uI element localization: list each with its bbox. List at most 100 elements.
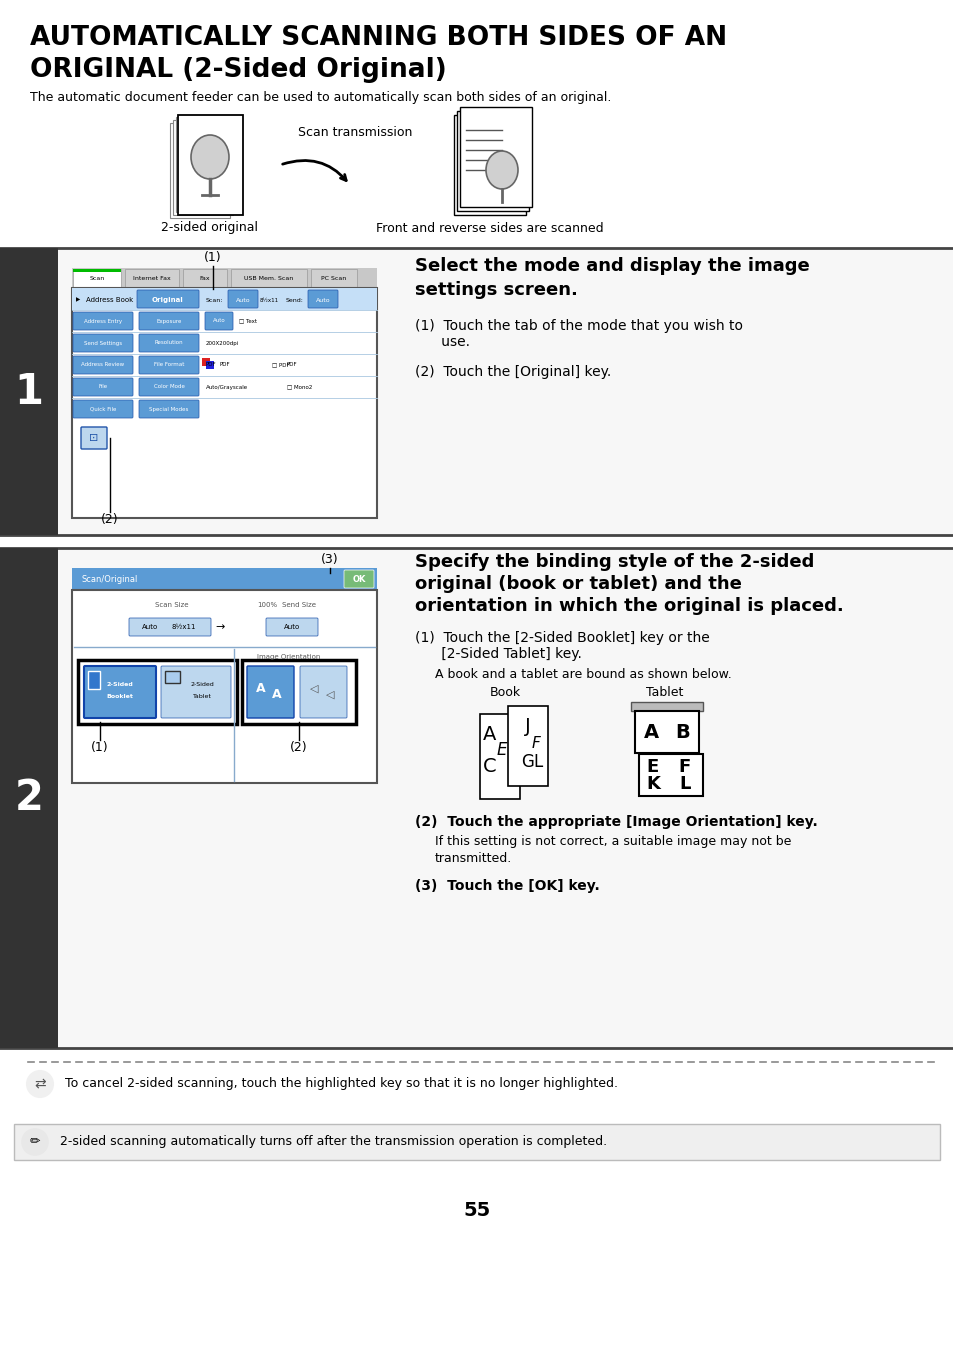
Text: Booklet: Booklet: [107, 693, 133, 698]
Text: PDF: PDF: [287, 362, 297, 367]
FancyBboxPatch shape: [0, 249, 58, 535]
Text: transmitted.: transmitted.: [435, 851, 512, 865]
FancyBboxPatch shape: [344, 570, 374, 588]
FancyBboxPatch shape: [73, 269, 121, 286]
Text: 1: 1: [14, 370, 44, 412]
Text: Internet Fax: Internet Fax: [133, 277, 171, 281]
Text: 2-sided original: 2-sided original: [161, 222, 258, 235]
Text: G: G: [521, 753, 534, 771]
Text: orientation in which the original is placed.: orientation in which the original is pla…: [415, 597, 842, 615]
Text: If this setting is not correct, a suitable image may not be: If this setting is not correct, a suitab…: [435, 835, 791, 848]
FancyBboxPatch shape: [71, 590, 376, 784]
FancyBboxPatch shape: [170, 123, 230, 218]
Text: OK: OK: [352, 576, 365, 585]
FancyBboxPatch shape: [71, 288, 376, 309]
Text: To cancel 2-sided scanning, touch the highlighted key so that it is no longer hi: To cancel 2-sided scanning, touch the hi…: [65, 1078, 618, 1090]
Text: Address Entry: Address Entry: [84, 319, 122, 323]
Text: Scan/Original: Scan/Original: [82, 576, 138, 585]
Text: ✏: ✏: [30, 1135, 40, 1148]
Text: A book and a tablet are bound as shown below.: A book and a tablet are bound as shown b…: [435, 667, 731, 681]
FancyBboxPatch shape: [178, 115, 243, 215]
Text: A: A: [256, 682, 266, 696]
Text: Resolution: Resolution: [154, 340, 183, 346]
Text: Original: Original: [152, 297, 184, 303]
Text: Scan:: Scan:: [206, 297, 223, 303]
Text: 8½x11: 8½x11: [172, 624, 196, 630]
FancyBboxPatch shape: [71, 267, 376, 288]
Text: PDF: PDF: [220, 362, 231, 367]
Text: □ PDF: □ PDF: [272, 362, 290, 367]
Text: ▶: ▶: [76, 297, 80, 303]
FancyBboxPatch shape: [73, 378, 132, 396]
Text: Scan Size: Scan Size: [155, 603, 189, 608]
Text: L: L: [533, 753, 542, 771]
Text: (1): (1): [91, 742, 109, 754]
Text: Tablet: Tablet: [193, 693, 212, 698]
FancyBboxPatch shape: [139, 378, 199, 396]
Text: Auto: Auto: [142, 624, 158, 630]
Text: Scan transmission: Scan transmission: [297, 127, 412, 139]
FancyBboxPatch shape: [0, 249, 953, 535]
Text: F: F: [679, 758, 690, 775]
FancyBboxPatch shape: [139, 312, 199, 330]
Text: File Format: File Format: [153, 362, 184, 367]
Text: File: File: [98, 385, 108, 389]
Text: Special Modes: Special Modes: [150, 407, 189, 412]
FancyBboxPatch shape: [73, 400, 132, 417]
FancyBboxPatch shape: [73, 334, 132, 353]
FancyBboxPatch shape: [507, 707, 547, 786]
Text: Auto/Grayscale: Auto/Grayscale: [206, 385, 248, 389]
FancyBboxPatch shape: [129, 617, 211, 636]
Text: J: J: [524, 716, 530, 735]
FancyBboxPatch shape: [308, 290, 337, 308]
Text: ◁: ◁: [325, 690, 334, 700]
Circle shape: [27, 1071, 53, 1097]
Text: C: C: [482, 757, 497, 775]
FancyBboxPatch shape: [172, 120, 233, 215]
Text: PC Scan: PC Scan: [321, 277, 346, 281]
Text: AUTOMATICALLY SCANNING BOTH SIDES OF AN: AUTOMATICALLY SCANNING BOTH SIDES OF AN: [30, 26, 726, 51]
Text: 200X200dpi: 200X200dpi: [206, 340, 239, 346]
FancyBboxPatch shape: [206, 361, 213, 369]
Text: F: F: [531, 736, 539, 751]
FancyBboxPatch shape: [630, 703, 702, 711]
FancyBboxPatch shape: [183, 269, 227, 286]
Text: Specify the binding style of the 2-sided: Specify the binding style of the 2-sided: [415, 553, 814, 571]
FancyBboxPatch shape: [73, 269, 121, 272]
Text: PDF: PDF: [206, 362, 216, 367]
Text: Book: Book: [489, 685, 520, 698]
FancyBboxPatch shape: [228, 290, 257, 308]
Text: B: B: [675, 723, 690, 742]
FancyBboxPatch shape: [81, 427, 107, 449]
Text: L: L: [679, 775, 690, 793]
FancyBboxPatch shape: [311, 269, 356, 286]
FancyBboxPatch shape: [639, 754, 702, 796]
Text: (1)  Touch the [2-Sided Booklet] key or the: (1) Touch the [2-Sided Booklet] key or t…: [415, 631, 709, 644]
FancyBboxPatch shape: [73, 312, 132, 330]
Ellipse shape: [191, 135, 229, 178]
Text: USB Mem. Scan: USB Mem. Scan: [244, 277, 294, 281]
FancyBboxPatch shape: [71, 288, 376, 517]
Text: The automatic document feeder can be used to automatically scan both sides of an: The automatic document feeder can be use…: [30, 91, 611, 104]
Text: (3)  Touch the [OK] key.: (3) Touch the [OK] key.: [415, 880, 599, 893]
FancyBboxPatch shape: [635, 711, 699, 753]
FancyBboxPatch shape: [247, 666, 294, 717]
Text: (1)  Touch the tab of the mode that you wish to: (1) Touch the tab of the mode that you w…: [415, 319, 742, 332]
Text: (1): (1): [204, 251, 222, 265]
Text: ⇄: ⇄: [34, 1077, 46, 1092]
FancyBboxPatch shape: [161, 666, 231, 717]
Text: Auto: Auto: [284, 624, 300, 630]
Text: A: A: [272, 689, 281, 701]
Text: A: A: [483, 724, 497, 743]
Text: original (book or tablet) and the: original (book or tablet) and the: [415, 576, 741, 593]
Text: K: K: [645, 775, 659, 793]
Text: E: E: [497, 740, 507, 759]
Text: (3): (3): [321, 554, 338, 566]
Text: (2)  Touch the [Original] key.: (2) Touch the [Original] key.: [415, 365, 611, 380]
FancyBboxPatch shape: [299, 666, 347, 717]
FancyBboxPatch shape: [0, 549, 58, 1048]
FancyBboxPatch shape: [84, 666, 156, 717]
Text: →: →: [215, 621, 225, 632]
Text: Scan: Scan: [90, 277, 105, 281]
FancyBboxPatch shape: [139, 400, 199, 417]
